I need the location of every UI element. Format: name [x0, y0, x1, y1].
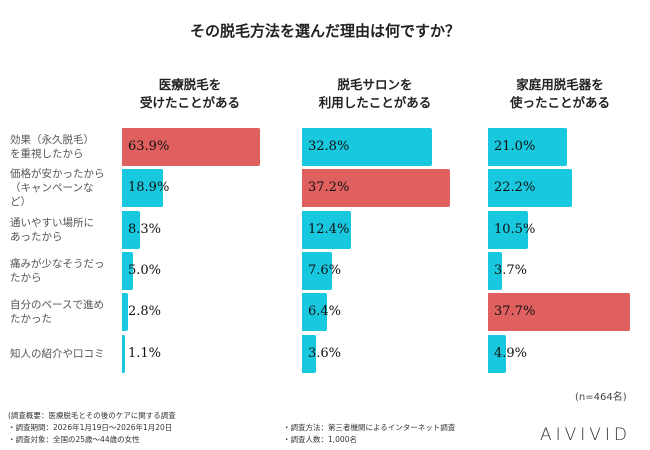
bar: [302, 293, 328, 332]
column-header-line: 医療脱毛を: [158, 77, 222, 92]
row-label-line: ど）: [10, 196, 31, 209]
bar: [122, 210, 140, 249]
data-label: 6.4%: [308, 304, 342, 320]
bar: [122, 334, 125, 373]
data-label: 5.0%: [128, 262, 162, 278]
data-label: 4.9%: [494, 345, 528, 361]
bar: [488, 293, 630, 332]
column-header-line: 家庭用脱毛器を: [516, 77, 604, 92]
bar: [122, 169, 163, 208]
row-label: 価格が安かったから （キャンペーンな ど）: [10, 167, 118, 209]
data-label: 37.7%: [494, 304, 536, 320]
survey-count: ・調査人数：1,000名: [283, 435, 357, 444]
data-label: 3.7%: [494, 262, 528, 278]
bar: [302, 334, 317, 373]
bar: [488, 251, 502, 290]
survey-period: ・調査期間：2026年1月19日～2026年1月20日: [8, 423, 173, 432]
data-label: 1.1%: [128, 345, 162, 361]
data-label: 12.4%: [308, 221, 350, 237]
row-label: 自分のペースで進め たかった: [10, 298, 118, 326]
bar: [488, 169, 572, 208]
row-label: 効果（永久脱毛） を重視したから: [10, 133, 118, 161]
data-label: 37.2%: [308, 180, 350, 196]
data-label: 8.3%: [128, 221, 162, 237]
column-header-line: 使ったことがある: [509, 95, 610, 110]
bar: [302, 128, 433, 166]
row-label-line: 通いやすい場所に: [10, 216, 94, 229]
data-label: 21.0%: [494, 139, 536, 154]
bar: [488, 128, 568, 166]
row-label-line: （キャンペーンな: [10, 182, 94, 195]
survey-overview: (調査概要：医療脱毛とその後のケアに関する調査: [8, 411, 176, 420]
row-label-line: 価格が安かったから: [10, 168, 105, 181]
column-header-medical: 医療脱毛を 受けたことがある: [100, 76, 280, 112]
data-label: 2.8%: [128, 304, 162, 320]
bar: [122, 293, 129, 332]
data-label: 7.6%: [308, 262, 342, 278]
row-label: 痛みが少なそうだっ たから: [10, 257, 118, 285]
column-header-line: 利用したことがある: [318, 95, 432, 110]
column-header-home-device: 家庭用脱毛器を 使ったことがある: [470, 76, 650, 112]
bar: [488, 334, 507, 373]
row-label-line: 痛みが少なそうだっ: [10, 257, 105, 270]
sample-size: (n=464名): [575, 392, 627, 403]
data-label: 22.2%: [494, 180, 536, 196]
bar: [122, 251, 133, 290]
data-label: 3.6%: [308, 345, 342, 361]
row-label-line: たかった: [10, 313, 52, 326]
column-header-salon: 脱毛サロンを 利用したことがある: [285, 76, 465, 112]
row-label-line: を重視したから: [10, 148, 84, 160]
row-label: 通いやすい場所に あったから: [10, 216, 118, 244]
row-label-line: たから: [10, 271, 42, 284]
row-label: 知人の紹介や口コミ: [10, 347, 118, 361]
row-label-line: 知人の紹介や口コミ: [10, 347, 105, 360]
data-label: 10.5%: [494, 221, 536, 237]
bar: [302, 169, 450, 208]
data-label: 32.8%: [308, 139, 350, 154]
bar: [302, 210, 352, 249]
data-label: 18.9%: [128, 180, 170, 196]
chart-title: その脱毛方法を選んだ理由は何ですか？: [189, 22, 460, 40]
bar: [302, 251, 333, 290]
row-label-line: 自分のペースで進め: [10, 299, 104, 312]
bar: [122, 128, 260, 166]
aivivid-logo: AIVIVID: [540, 425, 632, 445]
column-header-line: 受けたことがある: [139, 95, 240, 110]
row-label-line: あったから: [10, 230, 63, 243]
survey-method: ・調査方法：第三者機関によるインターネット調査: [283, 423, 456, 432]
survey-target: ・調査対象：全国の25歳～44歳の女性: [8, 435, 140, 444]
column-header-line: 脱毛サロンを: [337, 77, 413, 92]
row-label-line: 効果（永久脱毛）: [10, 134, 94, 146]
bar: [488, 210, 528, 249]
data-label: 63.9%: [128, 139, 170, 154]
